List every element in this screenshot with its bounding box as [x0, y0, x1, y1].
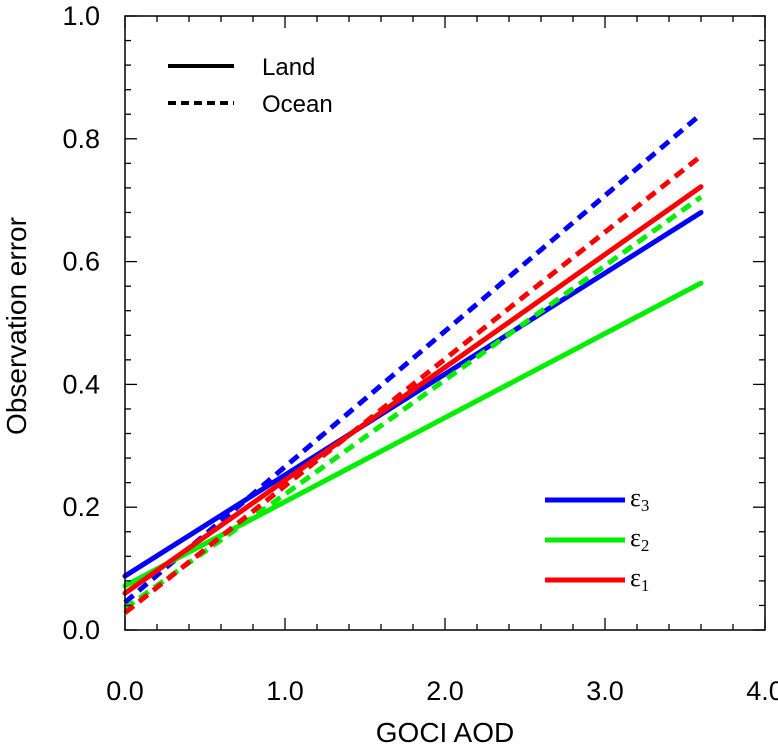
x-tick-label: 0.0	[106, 676, 144, 706]
y-tick-label: 0.0	[62, 615, 100, 645]
legend-label-eps1: ε1	[630, 563, 649, 595]
legend-label-eps2: ε2	[630, 523, 649, 555]
y-tick-label: 0.6	[62, 247, 100, 277]
x-tick-label: 4.0	[746, 676, 778, 706]
y-axis-title: Observation error	[1, 217, 32, 435]
legend-label-ocean: Ocean	[262, 91, 333, 118]
line-style-legend: Land Ocean	[168, 54, 333, 118]
error-type-legend: ε3 ε2 ε1	[545, 483, 649, 595]
series-lines	[122, 112, 704, 615]
legend-label-land: Land	[262, 54, 315, 81]
tick-labels: 0.0 1.0 2.0 3.0 4.0 0.0 0.2 0.4 0.6 0.8 1.0	[62, 1, 778, 706]
y-tick-label: 0.2	[62, 492, 100, 522]
y-tick-label: 0.8	[62, 124, 100, 154]
series-line-eps2-land	[122, 280, 704, 589]
y-tick-label: 0.4	[62, 369, 100, 399]
series-line-eps2-ocean	[123, 195, 703, 611]
axis-ticks	[124, 15, 766, 631]
x-axis-title: GOCI AOD	[376, 717, 514, 748]
legend-label-eps3: ε3	[630, 483, 649, 515]
series-line-eps1-ocean	[123, 154, 703, 615]
x-tick-label: 3.0	[586, 676, 624, 706]
y-tick-label: 1.0	[62, 1, 100, 31]
x-tick-label: 2.0	[426, 676, 464, 706]
x-tick-label: 1.0	[266, 676, 304, 706]
series-line-eps3-land	[122, 210, 704, 579]
series-line-eps1-land	[122, 184, 704, 596]
